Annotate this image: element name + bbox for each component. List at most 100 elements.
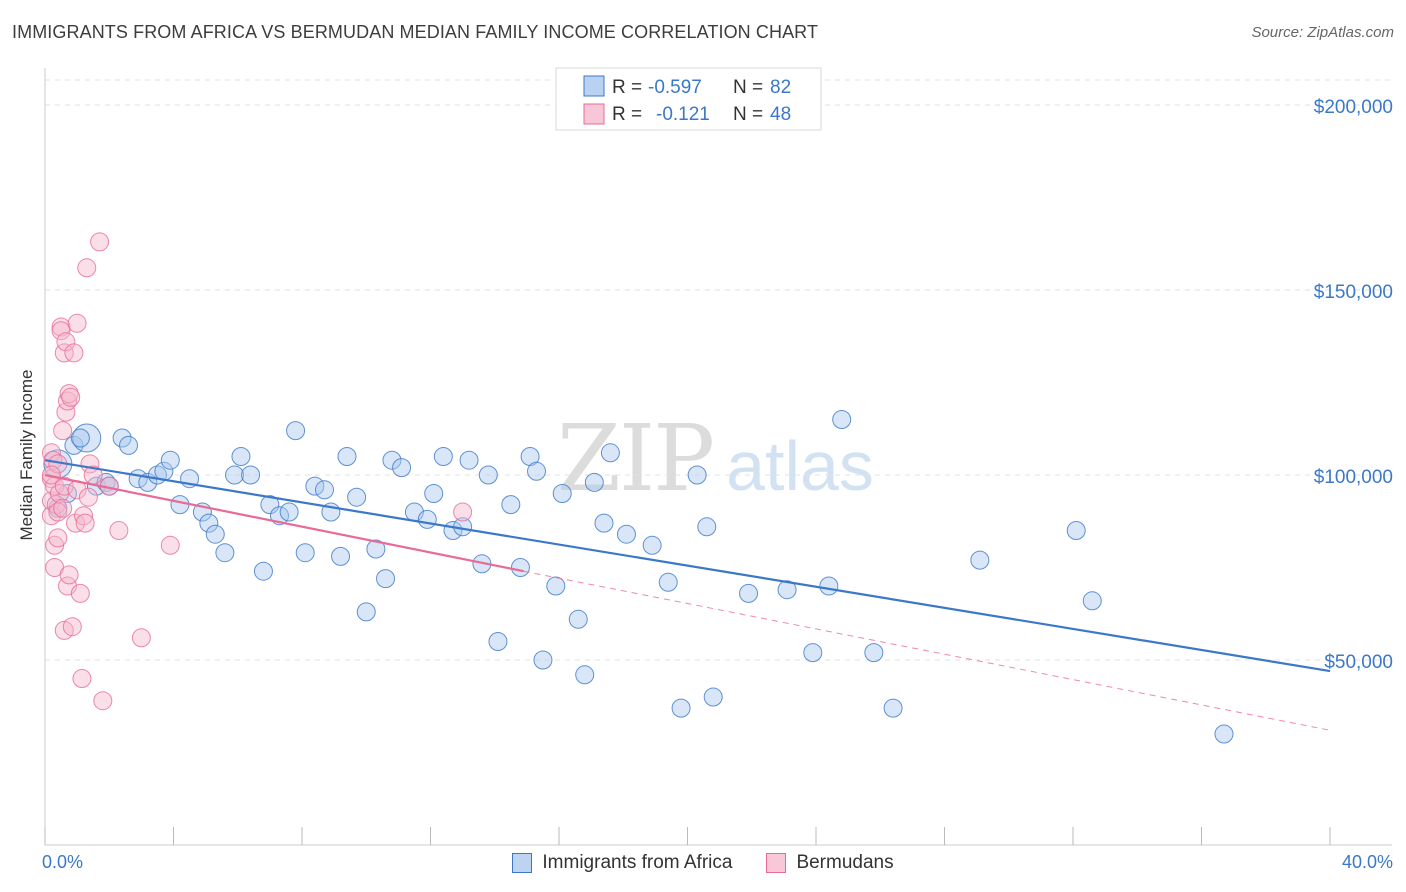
africa-point-38 (392, 458, 412, 478)
africa-point-27 (295, 543, 315, 563)
africa-point-32 (337, 447, 357, 466)
africa-point-48 (488, 632, 508, 651)
africa-point-47 (478, 465, 498, 485)
africa-point-25 (279, 502, 299, 522)
legend-item-bermudans[interactable]: Bermudans (766, 852, 894, 874)
africa-point-63 (658, 572, 678, 592)
africa-point-42 (433, 447, 453, 466)
legend-bottom: Immigrants from Africa Bermudans (0, 852, 1406, 874)
bermudans-point-23 (57, 391, 77, 411)
africa-point-49 (501, 495, 521, 515)
africa-point-18 (215, 543, 235, 563)
bermudans-point-31 (67, 313, 87, 333)
africa-point-74 (883, 698, 903, 718)
africa-point-54 (546, 576, 566, 596)
bermudans-point-17 (54, 476, 74, 496)
africa-point-7 (119, 435, 139, 455)
africa-point-37 (382, 450, 402, 470)
x-tick-min: 0.0% (42, 852, 84, 872)
trend-bermudans (44, 473, 524, 573)
chart-title: IMMIGRANTS FROM AFRICA VS BERMUDAN MEDIA… (12, 22, 819, 42)
legend-africa-r-label: R = (612, 77, 642, 98)
x-tick-max: 40.0% (1341, 852, 1393, 872)
legend-swatch-africa-bottom (512, 853, 533, 873)
africa-point-16 (199, 513, 219, 533)
africa-point-75 (970, 550, 990, 570)
bermudans-point-35 (75, 513, 95, 533)
bermudans-point-25 (59, 565, 79, 585)
africa-point-56 (568, 609, 588, 629)
y-axis-label: Median Family Income (17, 369, 36, 540)
africa-point-76 (1066, 521, 1086, 540)
legend-label-bermudans: Bermudans (796, 852, 894, 873)
bermudans-point-10 (48, 528, 68, 548)
chart-source: Source: ZipAtlas.com (1251, 24, 1394, 41)
bermudans-point-8 (46, 495, 66, 515)
africa-point-55 (552, 484, 572, 503)
africa-point-2 (64, 435, 84, 455)
legend-swatch-bermudans (583, 103, 605, 125)
bermudans-point-29 (66, 513, 86, 533)
bermudans-point-27 (62, 617, 82, 637)
africa-point-70 (803, 643, 823, 663)
watermark-zip: ZIP (557, 405, 713, 512)
bermudans-point-3 (41, 506, 61, 526)
bermudans-point-14 (51, 321, 71, 341)
bermudans-point-33 (72, 669, 92, 688)
y-tick-label-3: $200,000 (1314, 97, 1393, 118)
africa-point-65 (687, 465, 707, 485)
legend-bermudans-r-value: -0.121 (656, 104, 710, 125)
legend-item-africa[interactable]: Immigrants from Africa (512, 852, 732, 874)
bermudans-point-41 (93, 691, 113, 711)
watermark: ZIP atlas (557, 405, 874, 512)
y-tick-label-1: $100,000 (1314, 467, 1393, 488)
trend-africa (44, 459, 1331, 673)
africa-point-59 (594, 513, 614, 533)
africa-point-22 (253, 561, 273, 581)
legend-bermudans-r-label: R = (612, 104, 642, 125)
bermudans-point-45 (160, 535, 180, 555)
africa-point-33 (347, 487, 367, 507)
legend-label-africa: Immigrants from Africa (542, 852, 733, 873)
africa-point-34 (356, 602, 376, 622)
legend-swatch-africa (583, 75, 605, 97)
africa-point-53 (533, 650, 553, 670)
africa-point-62 (642, 535, 662, 555)
africa-point-36 (376, 569, 396, 589)
bermudans-point-15 (53, 421, 73, 441)
legend-africa-n-label: N = (733, 77, 763, 98)
bermudans-point-28 (64, 343, 84, 363)
africa-point-58 (584, 472, 604, 492)
africa-point-68 (739, 583, 759, 603)
africa-point-45 (459, 450, 479, 470)
legend-africa-n-value: 82 (770, 77, 791, 98)
bermudans-point-43 (109, 521, 129, 540)
bermudans-point-37 (78, 487, 98, 507)
legend-top: R = -0.597 N = 82 R = -0.121 N = 48 (555, 67, 822, 131)
watermark-atlas: atlas (726, 427, 874, 505)
trend-bermudans-extension (523, 570, 1331, 731)
bermudans-point-16 (53, 498, 73, 518)
series-africa-points (43, 410, 1234, 744)
africa-point-41 (424, 484, 444, 503)
africa-point-64 (671, 698, 691, 718)
bermudans-point-44 (131, 628, 151, 648)
africa-point-50 (510, 558, 530, 577)
africa-point-6 (112, 428, 132, 448)
legend-africa-r-value: -0.597 (648, 77, 702, 98)
series-bermudans-points (41, 232, 473, 711)
africa-point-78 (1214, 724, 1234, 744)
africa-point-67 (703, 687, 723, 707)
africa-point-40 (417, 509, 437, 529)
africa-point-57 (575, 665, 595, 685)
bermudans-point-46 (453, 502, 473, 522)
africa-point-69 (777, 580, 797, 600)
africa-point-26 (286, 421, 306, 441)
africa-point-21 (241, 465, 261, 485)
africa-point-79 (70, 428, 90, 448)
africa-point-73 (864, 643, 884, 663)
africa-point-60 (600, 443, 620, 463)
y-tick-label-2: $150,000 (1314, 282, 1393, 303)
y-tick-labels: $50,000 $100,000 $150,000 $200,000 (1314, 97, 1393, 673)
bermudans-point-47 (41, 465, 61, 485)
